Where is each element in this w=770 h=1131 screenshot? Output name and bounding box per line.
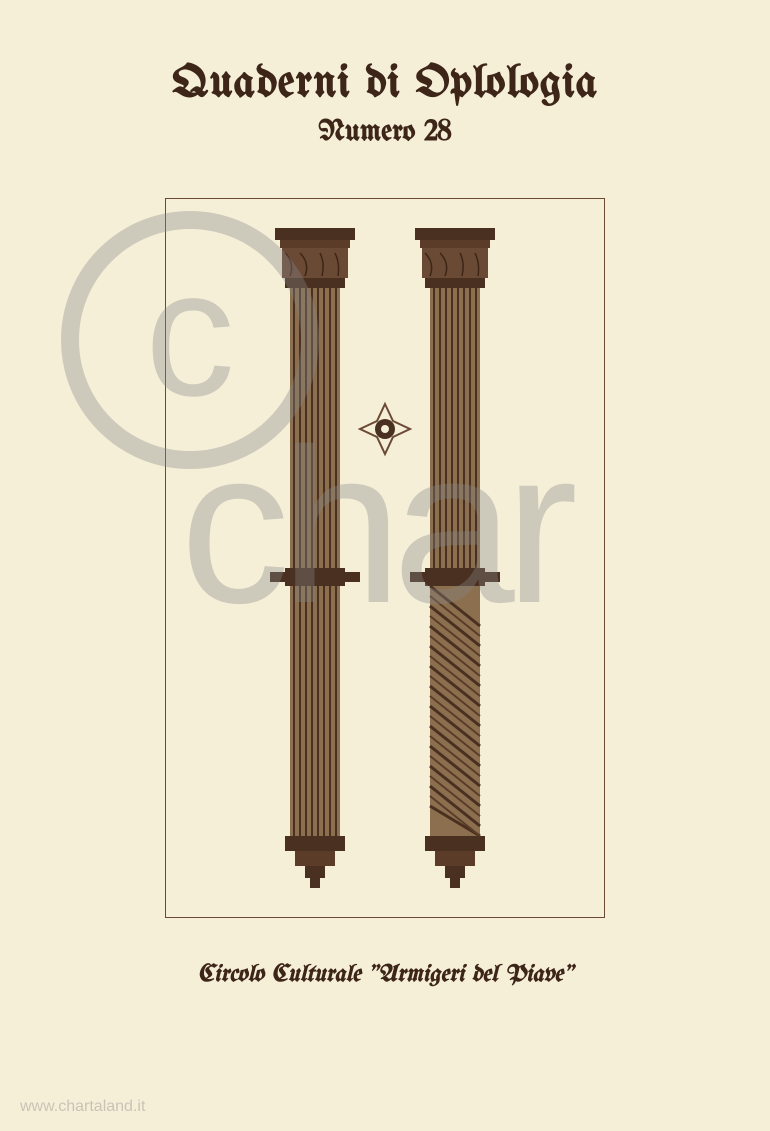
publisher-text: Circolo Culturale "Armigeri del Piave" — [197, 963, 572, 988]
page-title: Quaderni di Oplologia — [172, 60, 598, 108]
column-left-fluted — [270, 228, 360, 888]
page-subtitle: Numero 28 — [318, 116, 451, 148]
illustration-frame — [165, 198, 605, 918]
column-spiral-svg — [410, 228, 500, 888]
rosette-ornament — [355, 399, 415, 459]
column-fluted-svg — [270, 228, 360, 888]
document-page: Quaderni di Oplologia Numero 28 — [0, 0, 770, 1131]
column-right-spiral — [410, 228, 500, 888]
